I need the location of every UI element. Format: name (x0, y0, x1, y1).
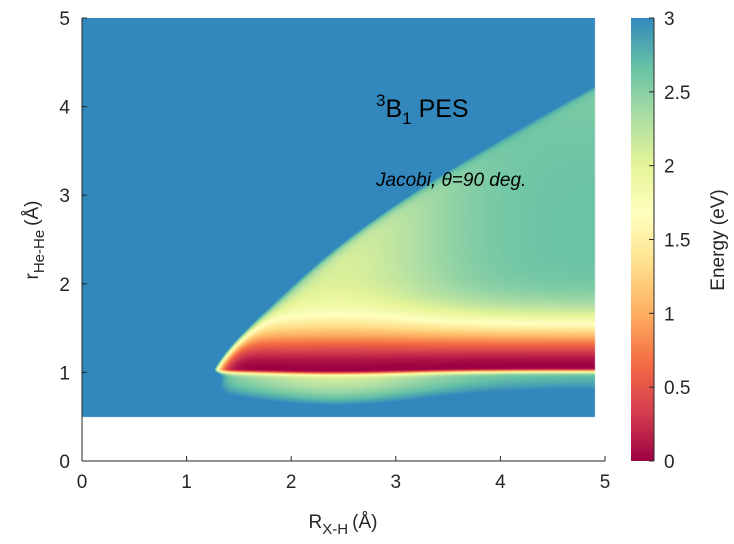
x-tick-label: 2 (286, 472, 297, 493)
colorbar-tick-label: 0.5 (664, 378, 690, 399)
jacobi-annotation: Jacobi, θ=90 deg. (375, 170, 526, 191)
colorbar-tick-label: 2.5 (664, 83, 690, 104)
x-tick-label: 3 (391, 472, 402, 493)
pes-title-rest: PES (412, 95, 469, 123)
plot-axes (81, 18, 605, 462)
pes-title-main: B (385, 95, 402, 123)
y-axis-title-main: r (22, 273, 43, 280)
colorbar-tick-label: 2 (664, 157, 675, 178)
colorbar-ticks: 0 0.5 1 1.5 2 2.5 3 (649, 9, 690, 473)
jacobi-prefix: Jacobi, (375, 170, 441, 191)
x-tick-label: 0 (77, 472, 88, 493)
x-tick-label: 1 (181, 472, 192, 493)
x-axis-title-sub: X-H (322, 521, 348, 538)
y-tick-label: 4 (59, 98, 70, 119)
y-axis-title-sub: He-He (31, 230, 48, 273)
jacobi-suffix: =90 deg. (452, 170, 527, 191)
y-tick-label: 3 (59, 186, 70, 207)
jacobi-theta: θ (441, 170, 452, 191)
x-axis-title-unit: (Å) (352, 512, 377, 533)
y-tick-label: 1 (59, 363, 70, 384)
pes-title-annotation: 3B1 PES (376, 91, 469, 128)
y-axis-title-unit: (Å) (22, 200, 43, 225)
colorbar-tick-label: 0 (664, 452, 675, 473)
x-axis-title: RX-H (Å) (309, 512, 378, 538)
x-axis-title-main: R (309, 512, 323, 533)
colorbar-tick-label: 1 (664, 304, 675, 325)
colorbar-tick-label: 1.5 (664, 231, 690, 252)
x-ticks: 0 1 2 3 4 5 (77, 456, 611, 493)
pes-title-sub: 1 (402, 109, 411, 128)
x-tick-label: 5 (600, 472, 611, 493)
y-axis-title: rHe-He (Å) (22, 200, 48, 279)
pes-title-sup: 3 (376, 91, 385, 110)
heatmap-image (82, 18, 605, 461)
x-tick-label: 4 (495, 472, 506, 493)
colorbar-tick-label: 3 (664, 9, 675, 30)
y-ticks: 0 1 2 3 4 5 (59, 9, 87, 473)
y-tick-label: 5 (59, 9, 70, 30)
y-tick-label: 0 (59, 452, 70, 473)
y-tick-label: 2 (59, 275, 70, 296)
colorbar-label: Energy (eV) (708, 189, 729, 290)
colorbar (631, 18, 654, 461)
